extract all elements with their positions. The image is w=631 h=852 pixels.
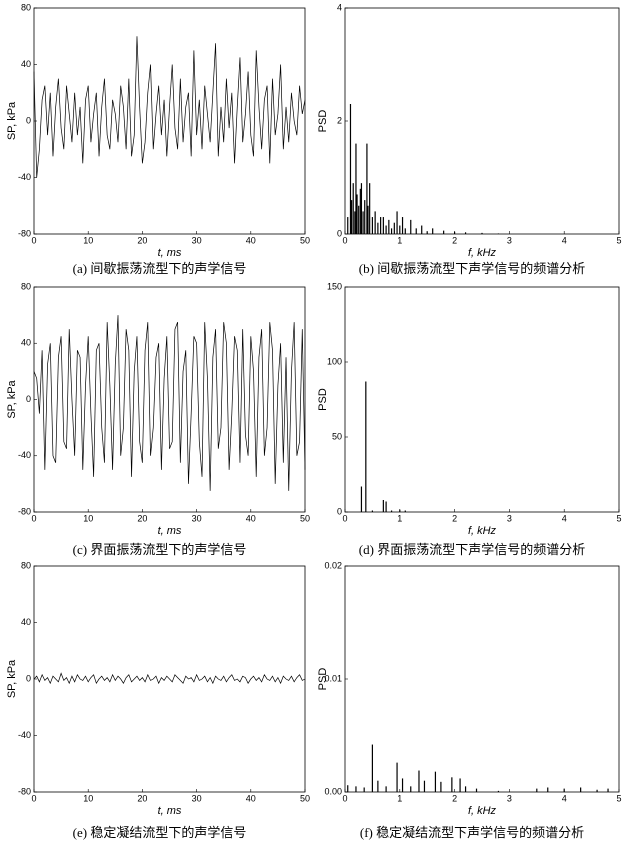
y-tick-label: 100 — [327, 356, 342, 366]
x-tick-label: 0 — [31, 513, 36, 523]
caption: (c) 界面振荡流型下的声学信号 — [73, 542, 247, 557]
x-tick-label: 10 — [83, 235, 93, 245]
x-tick-label: 0 — [342, 513, 347, 523]
plot-frame — [33, 286, 306, 513]
plot-frame — [33, 7, 306, 235]
y-tick-label: -80 — [18, 506, 31, 516]
x-tick-label: 20 — [137, 793, 147, 803]
signal-line — [33, 36, 306, 178]
y-tick-label: 0 — [337, 228, 342, 238]
y-axis-label: PSD — [317, 668, 329, 691]
y-tick-label: 40 — [21, 59, 31, 69]
y-tick-label: 0 — [26, 115, 31, 125]
caption: (d) 界面振荡流型下声学信号的频谱分析 — [359, 542, 585, 557]
x-tick-label: 50 — [300, 235, 310, 245]
caption: (f) 稳定凝结流型下声学信号的频谱分析 — [360, 825, 584, 840]
y-tick-label: 0 — [26, 673, 31, 683]
x-tick-label: 5 — [616, 793, 621, 803]
x-axis-label: t, ms — [158, 525, 182, 537]
x-tick-label: 30 — [192, 793, 202, 803]
caption: (e) 稳定凝结流型下的声学信号 — [73, 825, 247, 840]
x-tick-label: 0 — [342, 235, 347, 245]
x-tick-label: 1 — [397, 235, 402, 245]
caption: (b) 间歇振荡流型下声学信号的频谱分析 — [359, 261, 585, 276]
x-tick-label: 5 — [616, 235, 621, 245]
x-axis-label: f, kHz — [468, 247, 497, 259]
x-tick-label: 50 — [300, 793, 310, 803]
y-tick-label: 0 — [26, 394, 31, 404]
x-tick-label: 2 — [452, 513, 457, 523]
x-tick-label: 10 — [83, 513, 93, 523]
x-tick-label: 4 — [562, 513, 567, 523]
x-tick-label: 2 — [452, 793, 457, 803]
x-tick-label: 3 — [507, 235, 512, 245]
x-tick-label: 20 — [137, 513, 147, 523]
y-tick-label: 0.00 — [324, 786, 342, 796]
plot-frame — [344, 565, 620, 793]
y-tick-label: 40 — [21, 617, 31, 627]
plot-frame — [344, 7, 620, 235]
y-axis-label: PSD — [317, 110, 329, 133]
y-tick-label: -40 — [18, 730, 31, 740]
y-tick-label: -40 — [18, 172, 31, 182]
x-tick-label: 3 — [507, 513, 512, 523]
x-tick-label: 40 — [246, 793, 256, 803]
x-tick-label: 10 — [83, 793, 93, 803]
x-tick-label: 50 — [300, 513, 310, 523]
y-tick-label: -80 — [18, 786, 31, 796]
x-tick-label: 5 — [616, 513, 621, 523]
y-tick-label: 0.01 — [324, 673, 342, 683]
y-axis-label: SP, kPa — [6, 379, 18, 418]
y-axis-label: SP, kPa — [6, 101, 18, 140]
x-tick-label: 0 — [342, 793, 347, 803]
x-tick-label: 40 — [246, 235, 256, 245]
y-axis-label: SP, kPa — [6, 659, 18, 698]
x-axis-label: f, kHz — [468, 805, 497, 817]
x-tick-label: 3 — [507, 793, 512, 803]
y-tick-label: 80 — [21, 560, 31, 570]
x-tick-label: 30 — [192, 235, 202, 245]
y-axis-label: PSD — [317, 388, 329, 411]
x-tick-label: 1 — [397, 793, 402, 803]
x-tick-label: 0 — [31, 235, 36, 245]
y-tick-label: 0.02 — [324, 560, 342, 570]
x-tick-label: 30 — [192, 513, 202, 523]
y-tick-label: -40 — [18, 450, 31, 460]
x-tick-label: 1 — [397, 513, 402, 523]
signal-line — [33, 315, 306, 491]
y-tick-label: 40 — [21, 338, 31, 348]
y-tick-label: 0 — [337, 506, 342, 516]
x-axis-label: t, ms — [158, 805, 182, 817]
y-tick-label: -80 — [18, 228, 31, 238]
y-tick-label: 80 — [21, 281, 31, 291]
caption: (a) 间歇振荡流型下的声学信号 — [73, 261, 247, 276]
x-tick-label: 0 — [31, 793, 36, 803]
x-tick-label: 4 — [562, 793, 567, 803]
x-axis-label: t, ms — [158, 247, 182, 259]
y-tick-label: 2 — [337, 115, 342, 125]
x-tick-label: 40 — [246, 513, 256, 523]
y-tick-label: 4 — [337, 2, 342, 12]
y-tick-label: 150 — [327, 281, 342, 291]
x-tick-label: 4 — [562, 235, 567, 245]
x-tick-label: 20 — [137, 235, 147, 245]
x-axis-label: f, kHz — [468, 525, 497, 537]
signal-line — [33, 672, 306, 685]
plot-frame — [344, 286, 620, 513]
y-tick-label: 50 — [332, 431, 342, 441]
x-tick-label: 2 — [452, 235, 457, 245]
y-tick-label: 80 — [21, 2, 31, 12]
